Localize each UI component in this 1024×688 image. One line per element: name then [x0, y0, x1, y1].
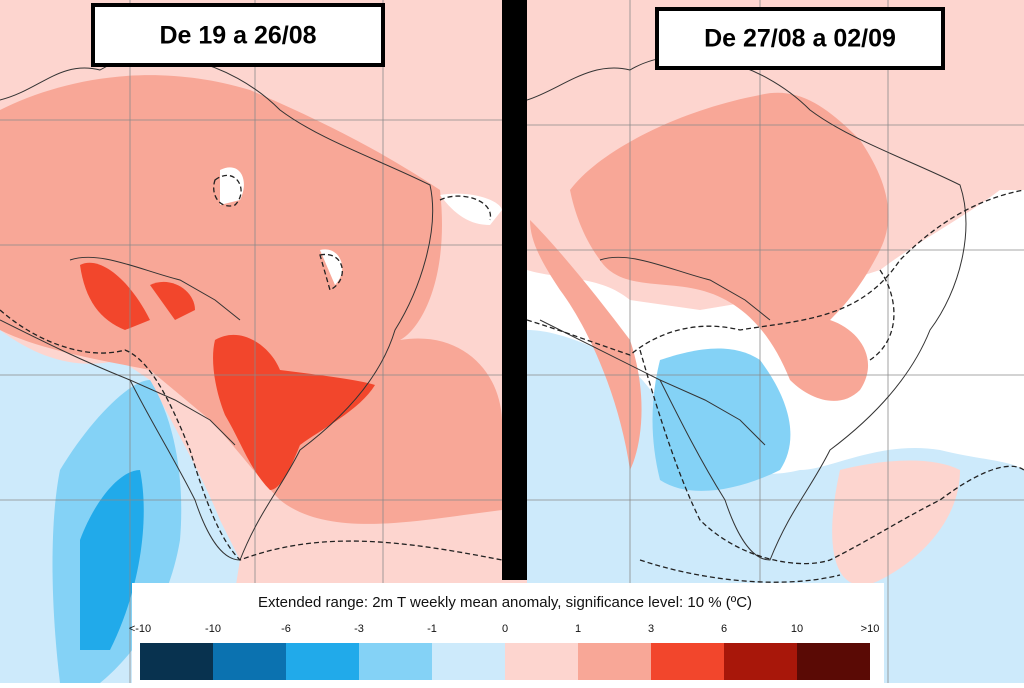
legend-label: 3 [648, 623, 654, 635]
legend-label: -10 [205, 623, 221, 635]
legend-swatch [651, 643, 724, 680]
legend-label: -6 [281, 623, 291, 635]
legend-label: <-10 [129, 623, 151, 635]
legend-label: 0 [502, 623, 508, 635]
legend-swatch [213, 643, 286, 680]
legend-swatch [432, 643, 505, 680]
title-box [655, 7, 945, 70]
map-panel-1 [0, 0, 502, 683]
legend-label: 6 [721, 623, 727, 635]
legend-label: -3 [354, 623, 364, 635]
title-box [91, 3, 385, 67]
legend: Extended range: 2m T weekly mean anomaly… [129, 583, 884, 683]
legend-swatch [286, 643, 359, 680]
legend-label: 10 [791, 623, 803, 635]
legend-label: -1 [427, 623, 437, 635]
legend-label: 1 [575, 623, 581, 635]
panel-title: De 27/08 a 02/09 [704, 25, 896, 53]
legend-label: >10 [861, 623, 880, 635]
legend-swatch [578, 643, 651, 680]
legend-swatch [724, 643, 797, 680]
legend-swatch [797, 643, 870, 680]
legend-swatch [359, 643, 432, 680]
legend-swatch [140, 643, 213, 680]
map-panel-2 [527, 0, 1024, 683]
legend-swatch [505, 643, 578, 680]
panel-title: De 19 a 26/08 [159, 22, 316, 50]
legend-title: Extended range: 2m T weekly mean anomaly… [258, 594, 752, 611]
